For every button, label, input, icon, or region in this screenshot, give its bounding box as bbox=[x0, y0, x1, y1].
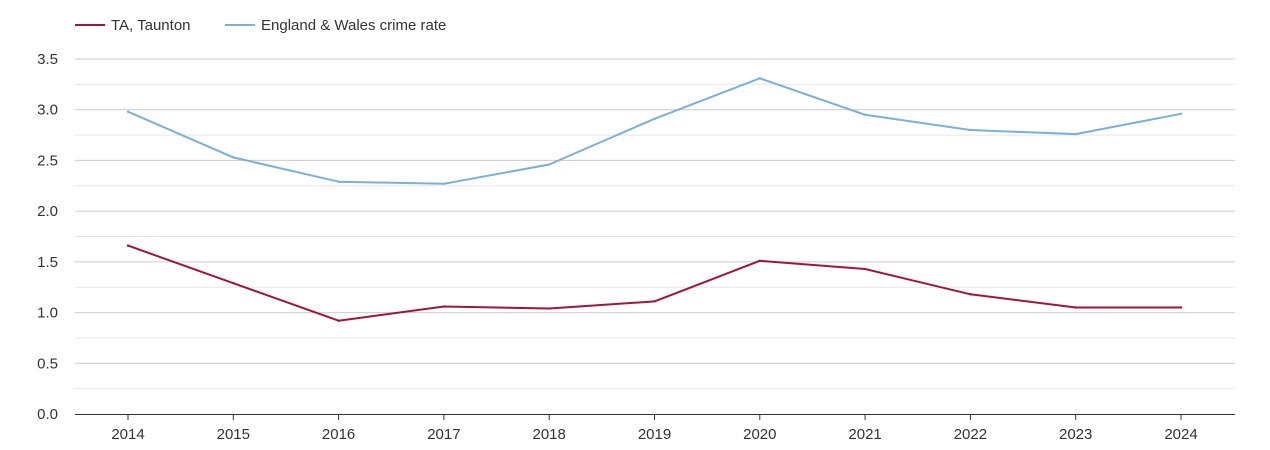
x-tick-label: 2017 bbox=[427, 426, 460, 443]
y-tick-label: 2.5 bbox=[37, 152, 58, 169]
grid bbox=[75, 58, 1235, 390]
legend-item-1: TA, Taunton bbox=[75, 17, 191, 34]
y-axis: 0.0 0.5 1.0 1.5 2.0 2.5 3.0 3.5 bbox=[37, 51, 58, 423]
data-point bbox=[548, 163, 551, 166]
data-point bbox=[653, 117, 656, 121]
y-tick-label: 1.5 bbox=[37, 254, 58, 271]
legend-label: TA, Taunton bbox=[111, 17, 191, 34]
x-tick-label: 2019 bbox=[638, 426, 671, 443]
y-tick-label: 1.0 bbox=[37, 305, 58, 322]
data-point bbox=[126, 244, 130, 247]
data-point bbox=[863, 267, 867, 271]
x-tick-label: 2021 bbox=[848, 426, 881, 443]
x-tick-label: 2018 bbox=[533, 426, 566, 443]
series-line-1 bbox=[127, 244, 1181, 322]
y-tick-label: 0.0 bbox=[37, 406, 58, 423]
y-tick-label: 0.5 bbox=[37, 355, 58, 372]
data-point bbox=[1179, 306, 1183, 309]
data-point bbox=[1074, 132, 1077, 136]
series-group bbox=[126, 77, 1183, 322]
data-point bbox=[863, 113, 867, 116]
y-tick-label: 3.0 bbox=[37, 102, 58, 119]
data-point bbox=[758, 259, 761, 263]
data-point bbox=[442, 182, 446, 185]
x-tick-label: 2022 bbox=[954, 426, 987, 443]
x-tick-label: 2023 bbox=[1059, 426, 1092, 443]
data-point bbox=[653, 300, 656, 303]
y-tick-label: 2.0 bbox=[37, 203, 58, 220]
data-point bbox=[442, 305, 446, 308]
x-tick-label: 2024 bbox=[1164, 426, 1197, 443]
data-point bbox=[1074, 306, 1077, 309]
data-point bbox=[126, 110, 130, 113]
x-tick-label: 2020 bbox=[743, 426, 776, 443]
y-tick-label: 3.5 bbox=[37, 51, 58, 68]
data-point bbox=[232, 156, 235, 159]
x-tick-label: 2016 bbox=[322, 426, 355, 443]
legend: TA, Taunton England & Wales crime rate bbox=[75, 17, 446, 34]
x-tick-label: 2014 bbox=[111, 426, 144, 443]
data-point bbox=[1179, 112, 1183, 115]
data-point bbox=[548, 307, 551, 310]
legend-item-2: England & Wales crime rate bbox=[225, 17, 446, 34]
x-tick-label: 2015 bbox=[217, 426, 250, 443]
legend-label: England & Wales crime rate bbox=[261, 17, 446, 34]
series-line-2 bbox=[127, 77, 1182, 185]
data-point bbox=[969, 293, 972, 296]
x-axis: 2014 2015 2016 2017 2018 2019 2020 2021 2022 2023… bbox=[75, 414, 1235, 443]
data-point bbox=[232, 281, 235, 285]
data-point bbox=[337, 319, 340, 322]
data-point bbox=[969, 128, 972, 132]
data-point bbox=[758, 77, 761, 80]
data-point bbox=[337, 180, 340, 183]
